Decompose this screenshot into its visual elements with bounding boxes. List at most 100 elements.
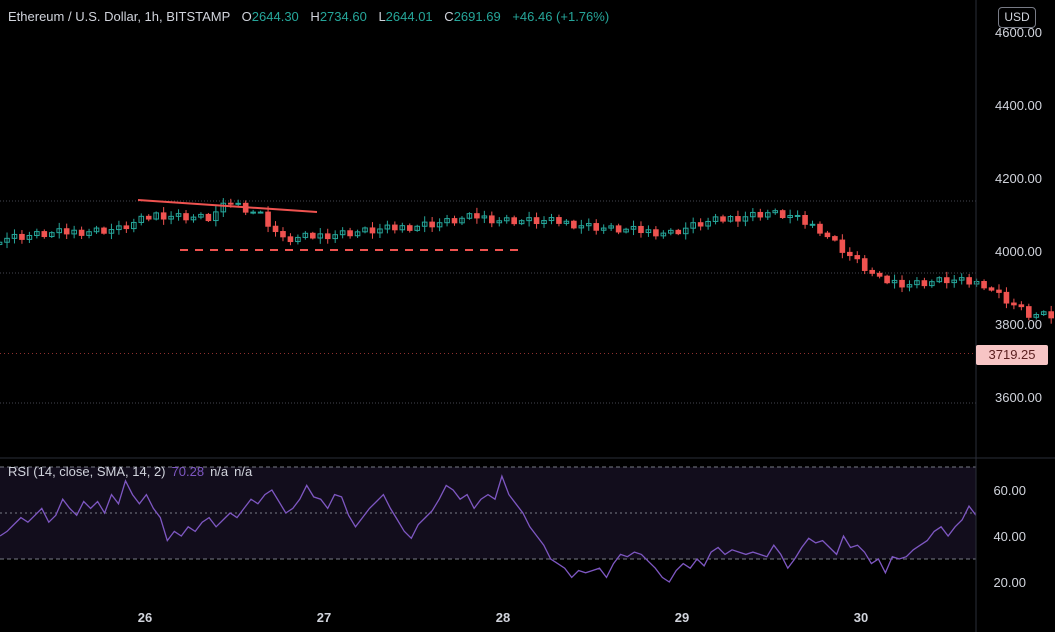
- rsi-band-fill: [0, 467, 976, 559]
- candle-body: [958, 277, 965, 281]
- price-tick-label: 4200.00: [995, 171, 1042, 186]
- candle-body: [899, 279, 905, 288]
- time-tick-label: 28: [496, 610, 510, 625]
- candle-body: [295, 236, 301, 243]
- high-label: H: [310, 9, 320, 24]
- candle-body: [757, 211, 764, 218]
- rsi-title: RSI (14, close, SMA, 14, 2): [8, 464, 166, 479]
- candle-body: [556, 217, 562, 224]
- price-tick-label: 4600.00: [995, 25, 1042, 40]
- currency-button[interactable]: USD: [998, 7, 1036, 28]
- candle-body: [943, 277, 950, 284]
- candle-body: [794, 215, 801, 218]
- candle-body: [533, 217, 540, 225]
- candle-body: [817, 223, 823, 234]
- rsi-line: [0, 474, 977, 583]
- high-value: 2734.60: [319, 9, 367, 24]
- candle-body: [526, 217, 532, 222]
- candle-body: [362, 227, 368, 233]
- candle-body: [347, 230, 353, 237]
- candle-body: [697, 222, 704, 227]
- change-value: +46.46 (+1.76%): [512, 9, 610, 24]
- candle-body: [653, 229, 659, 237]
- candle-body: [414, 225, 421, 231]
- price-tick-label: 4400.00: [995, 98, 1042, 113]
- candle-body: [869, 269, 875, 274]
- candle-body: [503, 217, 510, 222]
- candle-body: [317, 233, 324, 239]
- candle-body: [160, 212, 167, 220]
- candle-body: [481, 215, 488, 219]
- candle-body: [787, 215, 793, 219]
- candle-body: [384, 224, 391, 230]
- candle-body: [332, 234, 338, 240]
- candle-body: [832, 236, 838, 241]
- candle-body: [541, 220, 547, 225]
- time-tick-label: 26: [138, 610, 152, 625]
- candle-body: [518, 220, 525, 225]
- candle-body: [1011, 302, 1017, 306]
- candle-body: [742, 216, 749, 222]
- price-tick-label: 3800.00: [995, 317, 1042, 332]
- candle-body: [1048, 311, 1054, 319]
- candle-body: [951, 279, 958, 284]
- rsi-legend: RSI (14, close, SMA, 14, 2) 70.28 n/a n/a: [8, 464, 252, 479]
- candle-body: [645, 229, 652, 234]
- time-tick-label: 30: [854, 610, 868, 625]
- candle-body: [996, 289, 1002, 293]
- candle-body: [227, 202, 234, 205]
- candle-body: [854, 255, 861, 260]
- candle-body: [63, 228, 70, 235]
- candle-body: [876, 272, 883, 277]
- candle-body: [101, 227, 107, 234]
- candle-body: [1018, 304, 1025, 308]
- candle-body: [354, 231, 361, 237]
- candle-body: [131, 221, 137, 230]
- candle-body: [466, 213, 473, 219]
- candle-body: [11, 233, 18, 239]
- candle-body: [138, 215, 145, 223]
- candle-body: [339, 230, 346, 236]
- candle-body: [615, 225, 622, 233]
- candle-body: [1033, 314, 1040, 318]
- candle-body: [727, 216, 734, 222]
- time-tick-label: 29: [675, 610, 689, 625]
- candle-body: [198, 213, 204, 218]
- candle-body: [4, 237, 10, 243]
- candle-body: [444, 218, 450, 224]
- candle-body: [802, 215, 808, 225]
- candle-body: [906, 284, 913, 288]
- candle-body: [623, 228, 629, 233]
- candle-body: [190, 216, 197, 221]
- candle-body: [459, 217, 465, 224]
- candle-body: [451, 218, 458, 224]
- candle-body: [19, 233, 25, 240]
- candle-body: [153, 212, 159, 220]
- candle-body: [772, 210, 779, 214]
- candle-body: [205, 213, 212, 222]
- candle-body: [489, 215, 495, 224]
- candle-body: [235, 202, 242, 205]
- candle-body: [675, 229, 682, 235]
- candles: [0, 198, 1054, 324]
- candle-body: [809, 223, 816, 226]
- rsi-na-1: n/a: [210, 464, 229, 479]
- candle-body: [1040, 311, 1047, 316]
- candle-body: [682, 227, 689, 235]
- candle-body: [593, 223, 600, 231]
- candle-body: [474, 213, 480, 219]
- time-tick-label: 27: [317, 610, 331, 625]
- candle-body: [720, 216, 726, 222]
- candle-body: [86, 231, 92, 236]
- candle-body: [48, 232, 55, 238]
- candle-body: [250, 211, 256, 214]
- candle-body: [175, 213, 182, 217]
- rsi-na-2: n/a: [234, 464, 253, 479]
- last-price-label: 3719.25: [976, 345, 1048, 365]
- candle-body: [608, 225, 614, 229]
- candle-body: [929, 281, 935, 287]
- candle-body: [1026, 306, 1032, 318]
- candle-body: [668, 229, 674, 234]
